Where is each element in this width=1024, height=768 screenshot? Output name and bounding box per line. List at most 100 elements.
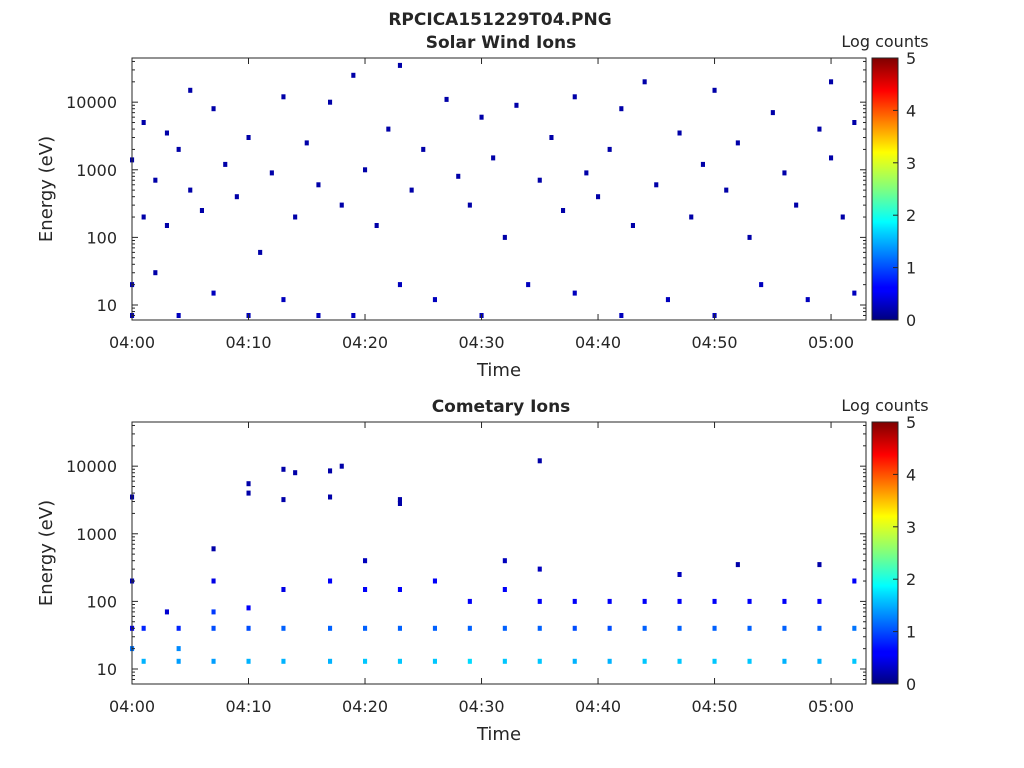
- heatmap-cell: [397, 497, 402, 503]
- heatmap-cell: [794, 202, 799, 208]
- heatmap-cell: [700, 161, 705, 167]
- heatmap-cell: [397, 625, 402, 631]
- heatmap-cell: [502, 558, 507, 564]
- heatmap-cell: [584, 170, 589, 176]
- heatmap-cell: [572, 290, 577, 296]
- heatmap-cell: [246, 625, 251, 631]
- heatmap-cell: [339, 463, 344, 469]
- x-tick-label: 05:00: [808, 333, 854, 352]
- heatmap-cell: [782, 598, 787, 604]
- colorbar-tick-label: 3: [906, 154, 916, 173]
- heatmap-cell: [397, 658, 402, 664]
- heatmap-cell: [409, 187, 414, 193]
- heatmap-cell: [141, 625, 146, 631]
- heatmap-cell: [712, 598, 717, 604]
- heatmap-cell: [747, 598, 752, 604]
- heatmap-cell: [677, 658, 682, 664]
- heatmap-cell: [246, 481, 251, 487]
- y-tick-label: 10000: [66, 93, 117, 112]
- heatmap-cell: [164, 223, 169, 228]
- heatmap-cell: [374, 223, 379, 228]
- y-tick-label: 1000: [76, 525, 117, 544]
- colorbar-tick-label: 1: [906, 259, 916, 278]
- heatmap-cell: [642, 625, 647, 631]
- heatmap-cell: [281, 466, 286, 472]
- heatmap-cell: [747, 234, 752, 240]
- heatmap-cell: [654, 182, 659, 188]
- heatmap-cell: [304, 140, 309, 146]
- heatmap-cell: [537, 625, 542, 631]
- x-axis-label: Time: [476, 724, 521, 745]
- heatmap-cell: [432, 658, 437, 664]
- heatmap-cell: [561, 208, 566, 213]
- heatmap-cell: [467, 598, 472, 604]
- heatmap-cell: [141, 658, 146, 664]
- heatmap-cell: [491, 155, 496, 161]
- x-tick-label: 04:20: [342, 697, 388, 716]
- heatmap-cell: [397, 587, 402, 592]
- y-tick-label: 10: [97, 296, 117, 315]
- heatmap-cell: [293, 214, 298, 220]
- heatmap-cell: [386, 126, 391, 132]
- heatmap-cell: [211, 106, 216, 112]
- heatmap-cell: [619, 106, 624, 112]
- heatmap-cell: [712, 87, 717, 93]
- plot-area: [132, 422, 866, 684]
- heatmap-cell: [363, 558, 368, 564]
- heatmap-cell: [642, 598, 647, 604]
- heatmap-cell: [188, 87, 193, 93]
- heatmap-cell: [211, 546, 216, 552]
- heatmap-cell: [397, 62, 402, 68]
- heatmap-cell: [467, 202, 472, 208]
- heatmap-cell: [852, 120, 857, 125]
- heatmap-cell: [153, 270, 158, 276]
- heatmap-cell: [351, 313, 356, 318]
- heatmap-cell: [467, 658, 472, 664]
- heatmap-cell: [572, 625, 577, 631]
- heatmap-cell: [537, 566, 542, 572]
- heatmap-cell: [502, 234, 507, 240]
- y-axis-label: Energy (eV): [36, 136, 57, 242]
- heatmap-cell: [432, 625, 437, 631]
- plot-area: [132, 58, 866, 320]
- heatmap-cell: [526, 282, 531, 288]
- heatmap-cell: [328, 99, 333, 105]
- heatmap-cell: [328, 625, 333, 631]
- x-tick-label: 04:10: [225, 333, 271, 352]
- heatmap-cell: [397, 282, 402, 288]
- heatmap-cell: [246, 658, 251, 664]
- heatmap-cell: [246, 135, 251, 140]
- colorbar-tick-label: 5: [906, 49, 916, 68]
- colorbar-tick-label: 4: [906, 101, 916, 120]
- heatmap-cell: [747, 658, 752, 664]
- colorbar-title: Log counts: [841, 396, 928, 415]
- heatmap-cell: [432, 578, 437, 584]
- heatmap-cell: [596, 194, 601, 200]
- x-tick-label: 04:40: [575, 697, 621, 716]
- heatmap-cell: [782, 625, 787, 631]
- heatmap-cell: [328, 578, 333, 584]
- heatmap-cell: [782, 658, 787, 664]
- colorbar-tick-label: 0: [906, 311, 916, 330]
- heatmap-cell: [572, 598, 577, 604]
- heatmap-cell: [211, 290, 216, 296]
- heatmap-cell: [328, 494, 333, 500]
- colorbar-tick-label: 5: [906, 413, 916, 432]
- heatmap-cell: [689, 214, 694, 220]
- heatmap-cell: [712, 658, 717, 664]
- heatmap-cell: [829, 155, 834, 161]
- heatmap-cell: [258, 249, 263, 255]
- colorbar-tick-label: 3: [906, 518, 916, 537]
- heatmap-cell: [211, 658, 216, 664]
- y-tick-label: 10: [97, 660, 117, 679]
- heatmap-cell: [677, 130, 682, 136]
- heatmap-cell: [246, 490, 251, 496]
- y-tick-label: 100: [86, 228, 117, 247]
- heatmap-cell: [502, 658, 507, 664]
- heatmap-cell: [817, 658, 822, 664]
- heatmap-cell: [817, 625, 822, 631]
- figure-title: RPCICA151229T04.PNG: [388, 10, 611, 30]
- heatmap-cell: [351, 72, 356, 78]
- x-tick-label: 04:40: [575, 333, 621, 352]
- heatmap-cell: [735, 562, 740, 568]
